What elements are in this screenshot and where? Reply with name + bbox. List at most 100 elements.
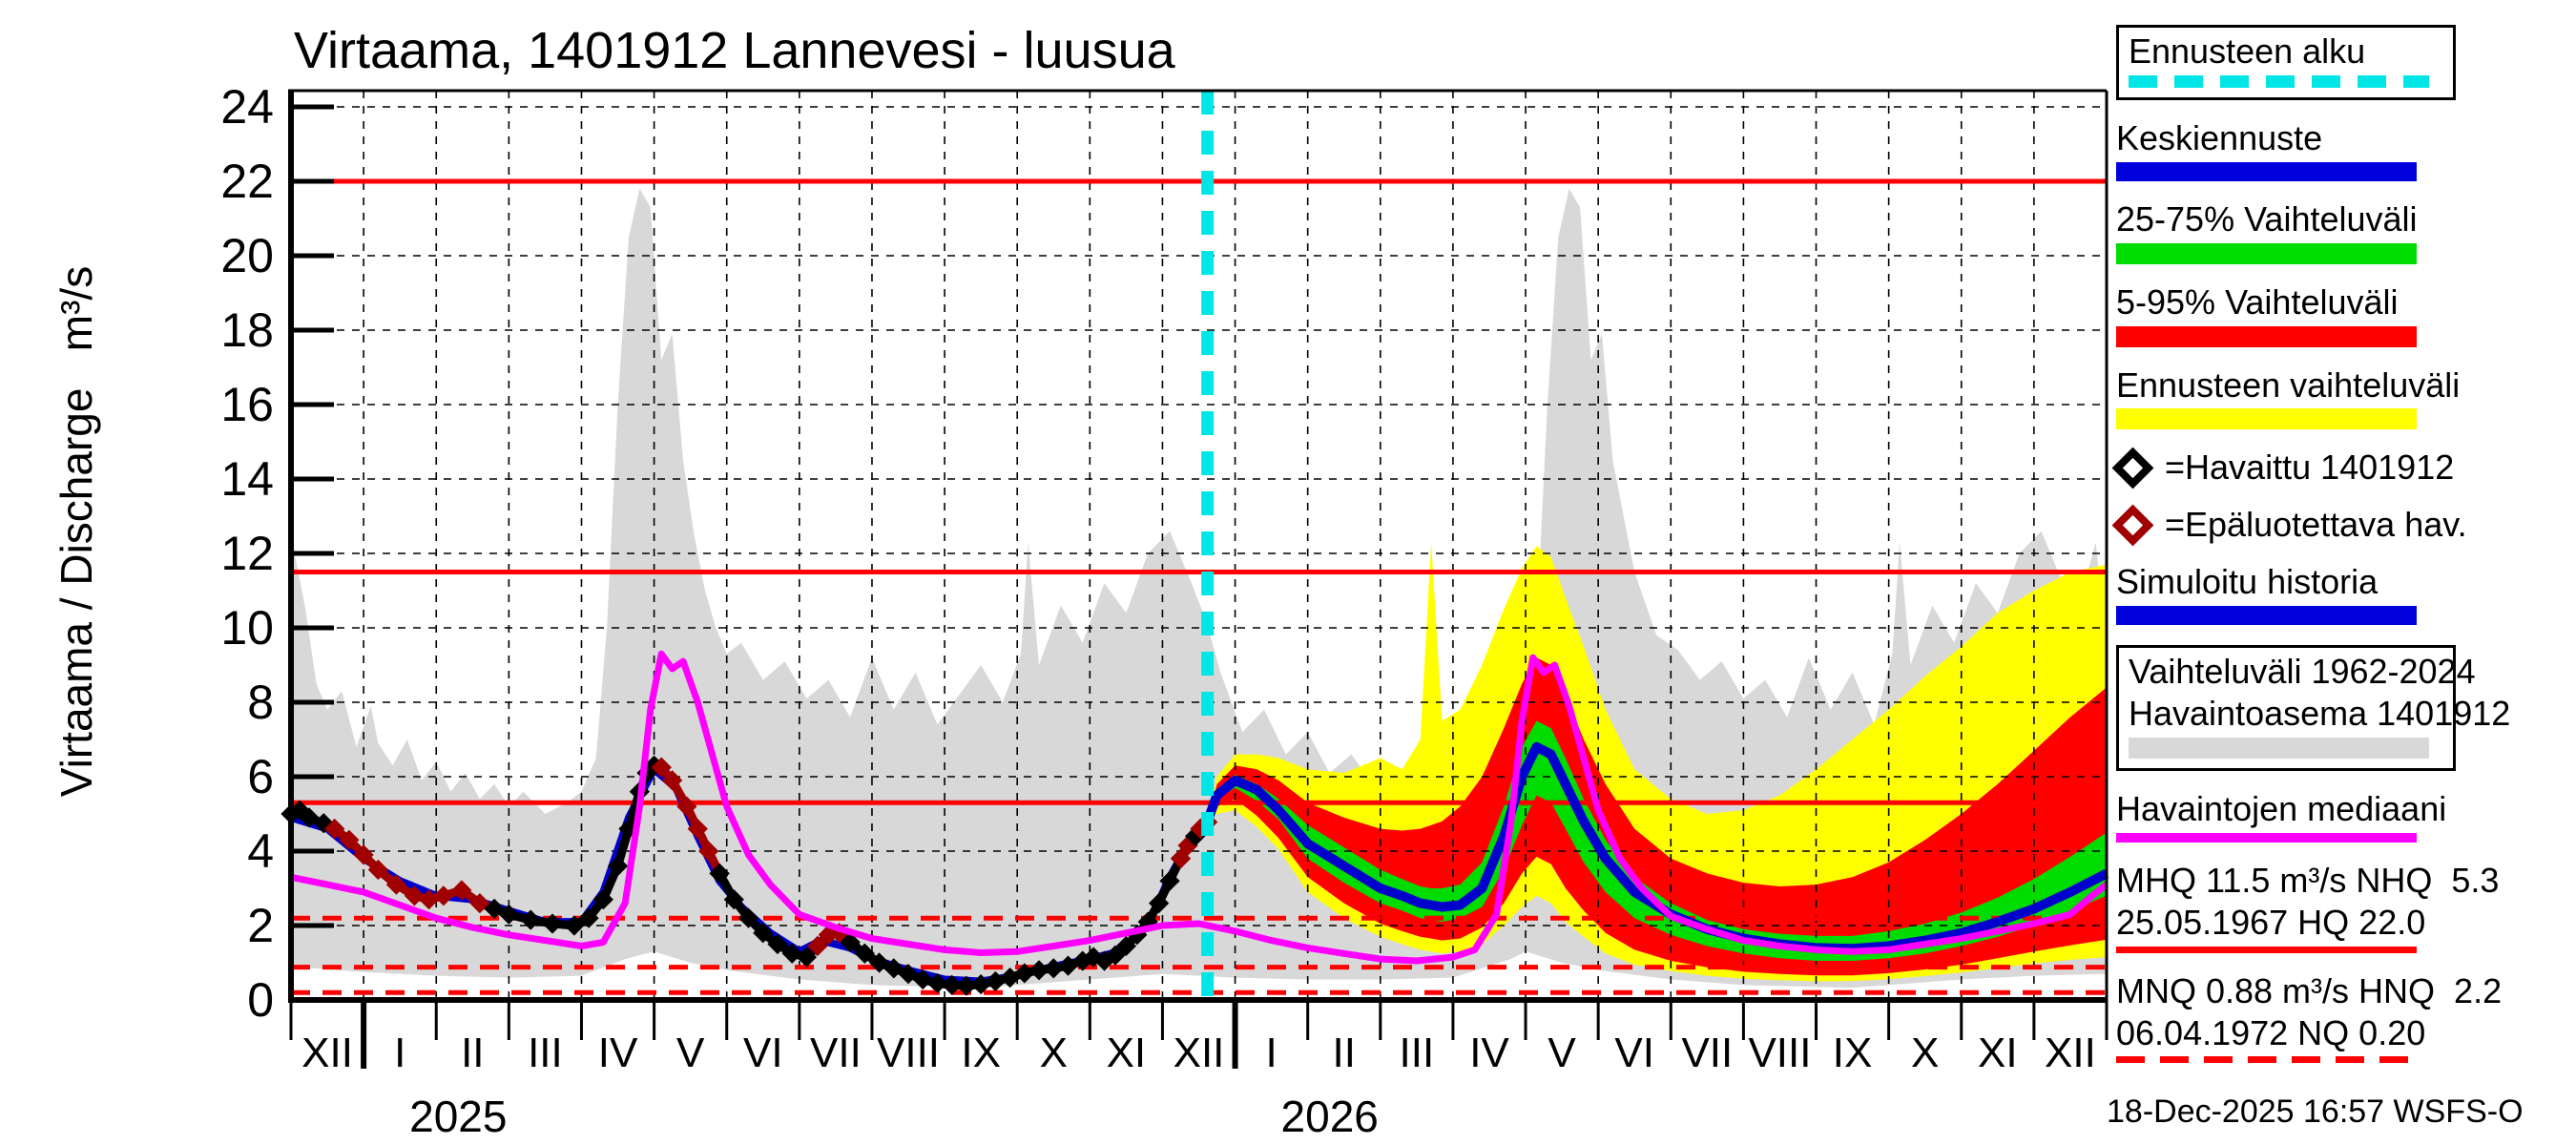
- x-month-label: XI: [1978, 1030, 2018, 1076]
- observed-diamond-marker: [324, 818, 345, 840]
- x-month-label: VI: [743, 1030, 783, 1076]
- observed-diamond-marker: [767, 933, 788, 955]
- legend-symbol-obs-median: [2116, 832, 2417, 843]
- y-tick-label: 0: [247, 973, 274, 1027]
- x-month-label: IX: [1833, 1030, 1873, 1076]
- observed-diamond-marker: [912, 968, 933, 990]
- observed-diamond-marker: [1115, 935, 1136, 957]
- legend-entry-median-forecast: Keskiennuste: [2116, 117, 2572, 181]
- y-tick-label: 16: [220, 378, 274, 431]
- observed-diamond-marker: [651, 757, 672, 778]
- x-month-label: X: [1040, 1030, 1068, 1076]
- observed-diamond-marker: [942, 974, 963, 996]
- x-month-label: IV: [598, 1030, 638, 1076]
- forecast-median-line: [1202, 741, 2109, 954]
- x-month-label: X: [1911, 1030, 1939, 1076]
- x-month-label: VII: [810, 1030, 862, 1076]
- legend-entry-high-flows: MHQ 11.5 m³/s NHQ 5.3 25.05.1967 HQ 22.0: [2116, 860, 2572, 953]
- y-tick-label: 2: [247, 899, 274, 952]
- observed-diamond-marker: [753, 923, 774, 944]
- legend-entry-observed: =Havaittu 1401912: [2111, 447, 2572, 489]
- legend-label: Simuloitu historia: [2116, 562, 2379, 602]
- x-month-label: III: [1400, 1030, 1435, 1076]
- observed-diamond-marker: [807, 935, 828, 957]
- legend-label: 25-75% Vaihteluväli: [2116, 198, 2418, 239]
- legend-label: 25.05.1967 HQ 22.0: [2116, 902, 2426, 942]
- y-tick-label: 20: [220, 229, 274, 282]
- legend-label: Ennusteen vaihteluväli: [2116, 364, 2461, 405]
- x-year-label: 2026: [1281, 1092, 1379, 1141]
- observed-diamond-marker: [1170, 848, 1192, 869]
- legend-entry-band-5-95: 5-95% Vaihteluväli: [2116, 281, 2572, 347]
- observed-diamond-marker: [578, 907, 599, 928]
- x-month-label: V: [676, 1030, 705, 1076]
- observed-diamond-marker: [723, 889, 744, 910]
- legend-entry-unreliable: =Epäluotettava hav.: [2111, 504, 2572, 547]
- y-tick-label: 24: [220, 80, 274, 134]
- legend-entry-low-flows: MNQ 0.88 m³/s HNQ 2.2 06.04.1972 NQ 0.20: [2116, 970, 2572, 1064]
- x-month-label: VII: [1681, 1030, 1733, 1076]
- legend-label: MHQ 11.5 m³/s NHQ 5.3: [2116, 860, 2500, 900]
- observed-diamond-marker: [451, 880, 472, 901]
- legend-entry-forecast-range: Ennusteen vaihteluväli: [2116, 364, 2572, 430]
- observed-diamond-marker: [1159, 870, 1180, 891]
- y-tick-label: 12: [220, 527, 274, 580]
- observed-diamond-marker: [385, 874, 406, 895]
- observed-diamond-marker: [687, 818, 708, 840]
- chart-axes: [288, 89, 2109, 1069]
- legend-symbol-forecast-range: [2116, 408, 2417, 430]
- x-month-label: V: [1548, 1030, 1576, 1076]
- observed-diamond-marker: [1028, 960, 1049, 981]
- legend-label: Havaintojen mediaani: [2116, 789, 2447, 828]
- legend-label: =Epäluotettava hav.: [2165, 505, 2467, 545]
- legend-label: =Havaittu 1401912: [2165, 448, 2455, 488]
- x-month-label: VIII: [1748, 1030, 1811, 1076]
- x-month-label: XI: [1107, 1030, 1147, 1076]
- y-tick-label: 14: [220, 452, 274, 506]
- observed-diamond-marker: [498, 904, 519, 925]
- legend-label: MNQ 0.88 m³/s HNQ 2.2: [2116, 970, 2503, 1010]
- observed-diamond-marker: [607, 855, 629, 877]
- legend-symbol-low-flows: [2116, 1056, 2417, 1064]
- legend-entry-forecast-start: Ennusteen alku: [2116, 25, 2456, 100]
- x-month-label: IV: [1469, 1030, 1509, 1076]
- y-tick-label: 10: [220, 601, 274, 655]
- observed-diamond-marker: [404, 885, 426, 906]
- observed-diamond-marker: [956, 975, 977, 996]
- legend-entry-sim-history: Simuloitu historia: [2116, 562, 2572, 626]
- y-tick-label: 6: [247, 750, 274, 803]
- observed-diamond-marker: [840, 931, 861, 953]
- legend-symbol-median-forecast: [2116, 161, 2417, 181]
- observed-diamond-marker: [709, 863, 730, 885]
- legend-label: Havaintoasema 1401912: [2129, 694, 2511, 734]
- chart-bands: [291, 188, 2107, 989]
- x-month-label: IX: [961, 1030, 1001, 1076]
- observed-diamond-marker: [737, 907, 759, 928]
- x-month-label: III: [528, 1030, 563, 1076]
- observation-median-line: [290, 650, 2109, 965]
- legend-label: Keskiennuste: [2116, 117, 2323, 157]
- legend-symbol-band-25-75: [2116, 242, 2417, 264]
- legend-label: 5-95% Vaihteluväli: [2116, 281, 2399, 322]
- observed-diamond-marker: [564, 915, 585, 936]
- observed-diamond-marker: [367, 859, 388, 881]
- observed-diamond-marker: [542, 913, 563, 934]
- x-month-label: XII: [2045, 1030, 2096, 1076]
- x-month-label: II: [1333, 1030, 1356, 1076]
- legend-entry-hist-range: Vaihteluväli 1962-2024 Havaintoasema 1401…: [2116, 645, 2510, 771]
- observed-diamond-marker: [698, 841, 719, 862]
- y-tick-label: 8: [247, 676, 274, 729]
- observed-diamond-marker: [419, 889, 440, 910]
- observed-diamond-marker: [676, 796, 697, 817]
- observed-diamond-marker: [339, 829, 360, 850]
- observed-diamond-marker: [1043, 958, 1064, 979]
- x-month-label: VIII: [877, 1030, 940, 1076]
- x-month-label: XII: [301, 1030, 353, 1076]
- legend-symbol-forecast-start: [2129, 74, 2429, 88]
- x-year-label: 2025: [409, 1092, 507, 1141]
- legend-label: Vaihteluväli 1962-2024: [2129, 652, 2476, 692]
- legend-label: 06.04.1972 NQ 0.20: [2116, 1012, 2426, 1052]
- observed-diamond-marker: [433, 885, 454, 906]
